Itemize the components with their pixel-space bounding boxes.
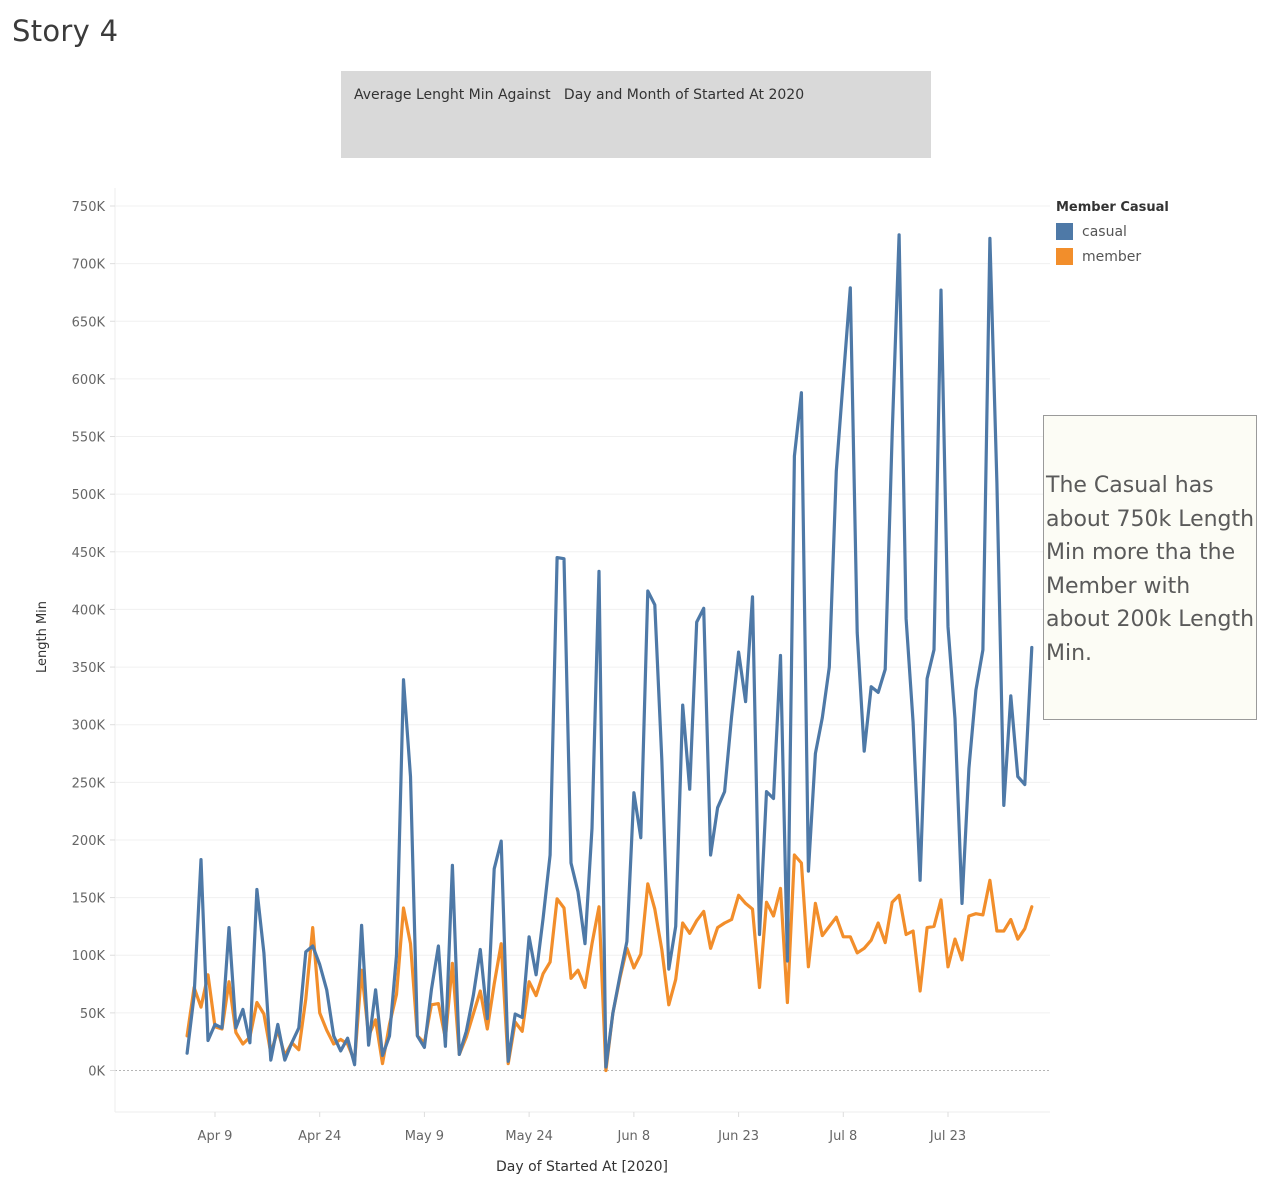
legend-title: Member Casual <box>1056 200 1169 215</box>
series-line-casual[interactable] <box>185 233 1034 1069</box>
y-tick-label: 650K <box>72 315 106 330</box>
story-title: Story 4 <box>12 14 119 48</box>
legend-swatch-member <box>1056 248 1073 265</box>
y-tick-label: 50K <box>80 1007 106 1022</box>
series-lines <box>185 233 1034 1073</box>
annotation-box[interactable]: The Casual has about 750k Length Min mor… <box>1043 415 1257 720</box>
gridlines <box>115 205 1050 1071</box>
legend-label-casual: casual <box>1082 223 1127 240</box>
caption-box[interactable]: Average Lenght Min Against Day and Month… <box>341 71 931 158</box>
x-tick-label: Jun 8 <box>616 1129 650 1144</box>
y-tick-label: 350K <box>72 661 106 676</box>
y-tick-label: 300K <box>72 719 106 734</box>
y-tick-label: 500K <box>72 488 106 503</box>
caption-text: Average Lenght Min Against Day and Month… <box>354 87 805 103</box>
x-tick-label: May 24 <box>505 1129 553 1144</box>
legend-swatch-casual <box>1056 223 1073 240</box>
y-tick-label: 150K <box>72 892 106 907</box>
x-tick-label: Jul 23 <box>929 1129 966 1144</box>
annotation-text: The Casual has about 750k Length Min mor… <box>1046 473 1255 666</box>
axes <box>110 188 1050 1117</box>
x-axis-title: Day of Started At [2020] <box>496 1159 668 1175</box>
y-tick-label: 700K <box>72 258 106 273</box>
y-tick-label: 450K <box>72 546 106 561</box>
y-axis-title: Length Min <box>35 601 50 673</box>
y-tick-label: 0K <box>88 1065 105 1080</box>
y-tick-label: 100K <box>72 949 106 964</box>
y-tick-label: 550K <box>72 431 106 446</box>
y-tick-label: 200K <box>72 834 106 849</box>
y-tick-label: 400K <box>72 603 106 618</box>
x-tick-label: Apr 24 <box>298 1129 341 1144</box>
x-tick-label: Jul 8 <box>828 1129 857 1144</box>
x-tick-label: Jun 23 <box>717 1129 759 1144</box>
legend-item-casual[interactable]: casual <box>1056 219 1169 244</box>
tick-labels: 0K 50K 100K 150K 200K 250K 300K 350K 400K 450K 500… <box>72 200 967 1144</box>
y-tick-label: 250K <box>72 776 106 791</box>
y-tick-label: 600K <box>72 373 106 388</box>
x-tick-label: Apr 9 <box>198 1129 233 1144</box>
legend-label-member: member <box>1082 248 1142 265</box>
legend: Member Casual casual member <box>1056 200 1169 269</box>
x-tick-label: May 9 <box>405 1129 444 1144</box>
legend-item-member[interactable]: member <box>1056 244 1169 269</box>
y-tick-label: 750K <box>72 200 106 215</box>
